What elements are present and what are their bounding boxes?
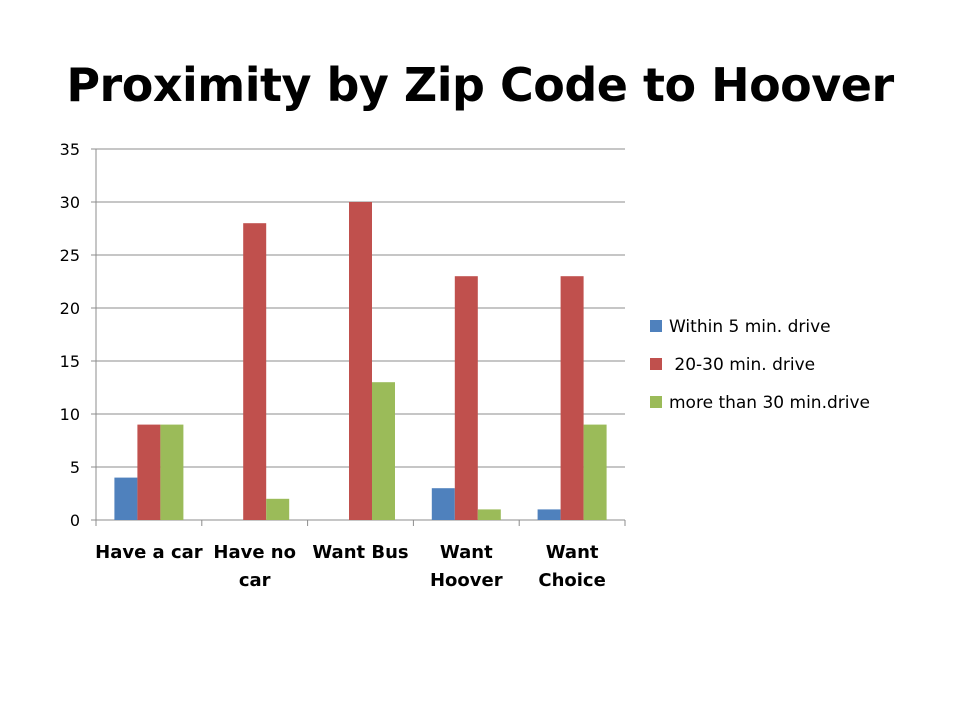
- chart-title: Proximity by Zip Code to Hoover: [66, 58, 894, 112]
- y-tick-label: 20: [60, 299, 80, 318]
- bar-more-than-30-min-drive-3: [477, 509, 501, 520]
- x-tick-label: Want Bus: [312, 542, 408, 563]
- y-axis-ticks: 0 5 10 15 20 25 30 35: [60, 140, 80, 530]
- legend-label: Within 5 min. drive: [669, 317, 831, 337]
- y-tick-label: 25: [60, 246, 80, 265]
- bar-20-30-min-drive-3: [454, 276, 478, 520]
- legend-swatch: [650, 396, 662, 408]
- x-tick-label: Want: [440, 542, 493, 563]
- bar-20-30-min-drive-2: [349, 202, 372, 520]
- y-tick-label: 35: [60, 140, 80, 159]
- bar-within-5-min-drive-0: [114, 477, 138, 520]
- bar-20-30-min-drive-4: [560, 276, 584, 520]
- x-tick-label: Want: [546, 542, 599, 563]
- y-tick-label: 5: [70, 458, 80, 477]
- bar-20-30-min-drive-1: [243, 223, 267, 520]
- legend: Within 5 min. drive 20-30 min. drive more…: [650, 317, 870, 413]
- y-tick-label: 0: [70, 511, 80, 530]
- legend-label: 20-30 min. drive: [669, 355, 815, 375]
- x-tick-label: Have a car: [95, 542, 203, 563]
- x-tick-label: Choice: [538, 570, 605, 591]
- x-tick-label: Hoover: [430, 570, 503, 591]
- x-axis-ticks: Have a car Have no car Want Bus Want Hoover Wa…: [95, 542, 606, 591]
- y-tick-label: 15: [60, 352, 80, 371]
- y-tick-label: 10: [60, 405, 80, 424]
- bar-more-than-30-min-drive-0: [160, 424, 184, 520]
- bar-more-than-30-min-drive-4: [583, 424, 607, 520]
- bar-within-5-min-drive-4: [537, 509, 561, 520]
- y-tick-label: 30: [60, 193, 80, 212]
- bar-more-than-30-min-drive-2: [372, 382, 395, 520]
- bar-within-5-min-drive-3: [431, 488, 455, 520]
- legend-swatch: [650, 320, 662, 332]
- legend-swatch: [650, 358, 662, 370]
- bars: [114, 202, 607, 520]
- bar-20-30-min-drive-0: [137, 424, 161, 520]
- x-tick-label: Have no: [213, 542, 296, 563]
- legend-label: more than 30 min.drive: [669, 393, 870, 413]
- bar-more-than-30-min-drive-1: [266, 498, 290, 520]
- x-tick-label: car: [239, 570, 271, 591]
